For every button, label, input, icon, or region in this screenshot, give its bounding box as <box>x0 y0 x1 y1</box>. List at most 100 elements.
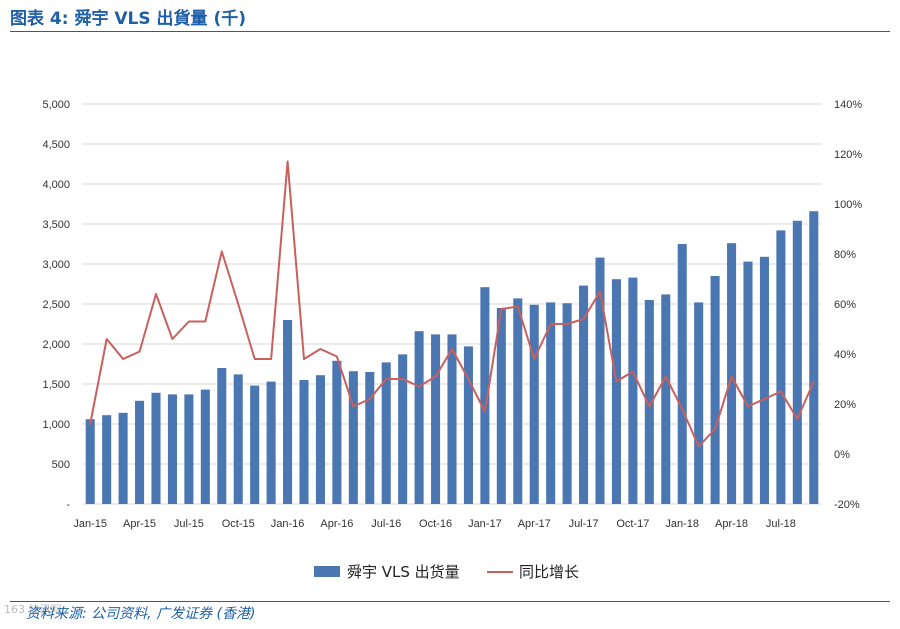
bar <box>200 389 210 504</box>
left-tick-label: 4,500 <box>42 139 70 151</box>
left-tick-label: 500 <box>52 459 70 471</box>
left-tick-label: 3,000 <box>42 259 70 271</box>
bar <box>529 304 539 504</box>
right-tick-label: 140% <box>834 99 862 111</box>
growth-point <box>336 355 338 358</box>
growth-point <box>648 405 651 408</box>
growth-point <box>237 303 240 305</box>
x-tick-label: Oct-15 <box>222 518 255 530</box>
bar <box>233 374 243 504</box>
left-tick-label: 3,500 <box>42 219 70 231</box>
bar <box>792 220 802 505</box>
right-tick-label: 20% <box>834 399 856 411</box>
growth-point <box>697 445 700 448</box>
growth-point <box>105 338 108 340</box>
growth-point <box>549 323 552 325</box>
growth-point <box>319 348 322 350</box>
bar <box>414 331 424 504</box>
growth-point <box>615 380 618 383</box>
growth-point <box>780 390 782 393</box>
bar <box>365 372 375 504</box>
bar <box>431 334 441 504</box>
bar <box>562 303 572 504</box>
growth-point <box>253 358 256 360</box>
growth-point <box>138 350 141 353</box>
left-tick-label: - <box>66 499 70 511</box>
x-tick-label: Oct-17 <box>616 518 649 530</box>
growth-point <box>401 378 404 380</box>
growth-point <box>122 358 124 360</box>
legend-label-shipments: 舜宇 VLS 出货量 <box>347 563 460 581</box>
bar <box>480 287 490 504</box>
bar <box>151 392 161 504</box>
growth-point <box>533 358 536 360</box>
right-tick-label: 120% <box>834 149 862 161</box>
growth-point <box>681 408 684 410</box>
growth-point <box>220 250 223 253</box>
bar <box>496 308 506 504</box>
growth-point <box>730 375 733 378</box>
bar <box>184 394 194 504</box>
left-tick-label: 1,500 <box>42 379 70 391</box>
legend-label-growth: 同比增长 <box>519 563 579 581</box>
bar <box>398 354 408 504</box>
x-tick-label: Apr-16 <box>320 518 353 530</box>
chart-title: 图表 4: 舜宇 VLS 出貨量 (千) <box>10 9 246 29</box>
growth-point <box>763 398 766 400</box>
bar <box>167 394 177 504</box>
growth-point <box>582 318 585 320</box>
right-tick-label: 0% <box>834 449 850 461</box>
bar <box>628 277 638 504</box>
bar <box>135 400 145 504</box>
x-tick-label: Oct-16 <box>419 518 452 530</box>
x-axis: Jan-15 Apr-15 Jul-15 Oct-15 Jan-16 Apr-16 Jul-… <box>73 518 795 530</box>
growth-point <box>286 160 289 163</box>
bar <box>759 256 769 504</box>
growth-point <box>434 375 437 378</box>
growth-point <box>171 338 174 340</box>
bar <box>381 362 391 504</box>
growth-point <box>303 358 305 360</box>
growth-point <box>812 380 815 383</box>
x-tick-label: Apr-17 <box>518 518 551 530</box>
legend: 舜宇 VLS 出货量 同比增长 <box>314 563 579 581</box>
growth-point <box>204 320 207 323</box>
footer-divider <box>10 601 890 602</box>
growth-point <box>566 323 568 325</box>
growth-point <box>352 405 355 408</box>
right-tick-label: 60% <box>834 299 856 311</box>
growth-point <box>714 428 716 430</box>
growth-point <box>368 398 371 400</box>
growth-point <box>516 305 519 308</box>
right-tick-label: 40% <box>834 349 856 361</box>
bar <box>283 320 293 504</box>
x-tick-label: Jan-18 <box>665 518 699 530</box>
bar <box>348 371 358 504</box>
left-tick-label: 2,000 <box>42 339 70 351</box>
x-tick-label: Jul-16 <box>371 518 401 530</box>
x-tick-label: Jul-17 <box>569 518 599 530</box>
bar <box>644 300 654 504</box>
x-tick-label: Apr-18 <box>715 518 748 530</box>
bar <box>677 244 687 504</box>
growth-point <box>664 375 667 378</box>
bar <box>727 243 737 504</box>
growth-point <box>89 423 92 425</box>
growth-point <box>500 308 503 310</box>
bar <box>579 285 589 504</box>
bar <box>611 279 621 504</box>
right-axis: -20% 0% 20% 40% 60% 80% 100% 120% 140% <box>834 99 862 511</box>
growth-point <box>188 320 190 323</box>
bar <box>217 368 227 504</box>
legend-swatch-bar <box>314 566 340 577</box>
bar <box>595 257 605 504</box>
left-axis: - 500 1,000 1,500 2,000 2,500 3,000 3,500 4,000 4… <box>42 99 70 511</box>
growth-point <box>467 378 470 380</box>
growth-point <box>385 378 388 380</box>
line-series <box>89 160 815 448</box>
bar-series <box>85 211 819 505</box>
x-tick-label: Apr-15 <box>123 518 156 530</box>
growth-point <box>747 405 749 408</box>
growth-point <box>796 418 799 420</box>
